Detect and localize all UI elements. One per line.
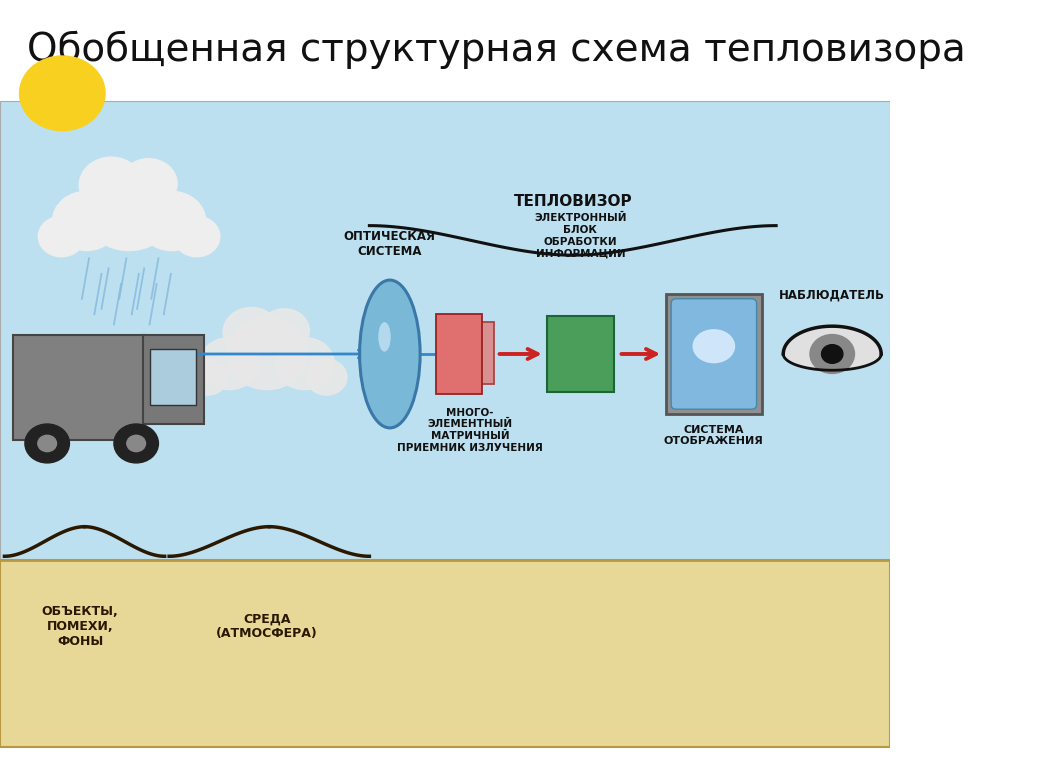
Bar [666, 294, 762, 414]
Ellipse shape [692, 329, 735, 363]
Circle shape [259, 309, 309, 352]
Text: ЭЛЕКТРОННЫЙ
БЛОК
ОБРАБОТКИ
ИНФОРМАЦИИ: ЭЛЕКТРОННЫЙ БЛОК ОБРАБОТКИ ИНФОРМАЦИИ [535, 213, 626, 258]
Circle shape [306, 359, 347, 395]
Circle shape [126, 436, 145, 451]
Text: СРЕДА
(АТМОСФЕРА): СРЕДА (АТМОСФЕРА) [216, 612, 318, 640]
Bar [436, 314, 482, 394]
FancyBboxPatch shape [671, 299, 757, 409]
Bar [143, 335, 204, 424]
Circle shape [275, 338, 334, 390]
Text: ТЕПЛОВИЗОР: ТЕПЛОВИЗОР [514, 194, 632, 209]
Text: ОПТИЧЕСКАЯ
СИСТЕМА: ОПТИЧЕСКАЯ СИСТЕМА [343, 230, 435, 258]
Circle shape [138, 191, 206, 251]
Circle shape [822, 345, 843, 363]
Bar [0, 560, 891, 747]
Text: МНОГО-
ЭЛЕМЕНТНЫЙ
МАТРИЧНЫЙ
ПРИЕМНИК ИЗЛУЧЕНИЯ: МНОГО- ЭЛЕМЕНТНЫЙ МАТРИЧНЫЙ ПРИЕМНИК ИЗЛ… [397, 408, 543, 453]
Text: ОБЪЕКТЫ,
ПОМЕХИ,
ФОНЫ: ОБЪЕКТЫ, ПОМЕХИ, ФОНЫ [42, 605, 118, 648]
Circle shape [199, 338, 259, 390]
Circle shape [39, 216, 85, 257]
Circle shape [114, 424, 159, 463]
Polygon shape [783, 326, 881, 370]
Ellipse shape [359, 280, 420, 428]
Ellipse shape [378, 322, 390, 352]
Text: СИСТЕМА
ОТОБРАЖЕНИЯ: СИСТЕМА ОТОБРАЖЕНИЯ [664, 425, 764, 447]
Bar [546, 316, 614, 392]
Circle shape [79, 157, 143, 213]
FancyBboxPatch shape [149, 349, 196, 405]
Circle shape [173, 216, 220, 257]
Circle shape [20, 56, 105, 131]
Bar [14, 335, 145, 440]
Circle shape [82, 170, 175, 251]
Circle shape [187, 359, 228, 395]
Text: НАБЛЮДАТЕЛЬ: НАБЛЮДАТЕЛЬ [779, 289, 885, 302]
Circle shape [227, 318, 308, 390]
Text: Обобщенная структурная схема тепловизора: Обобщенная структурная схема тепловизора [27, 31, 966, 69]
Circle shape [810, 335, 854, 373]
Circle shape [25, 424, 70, 463]
Circle shape [52, 191, 120, 251]
Circle shape [120, 159, 177, 209]
Circle shape [223, 307, 280, 357]
Bar [0, 101, 891, 560]
Circle shape [38, 436, 56, 451]
Bar [459, 322, 494, 384]
